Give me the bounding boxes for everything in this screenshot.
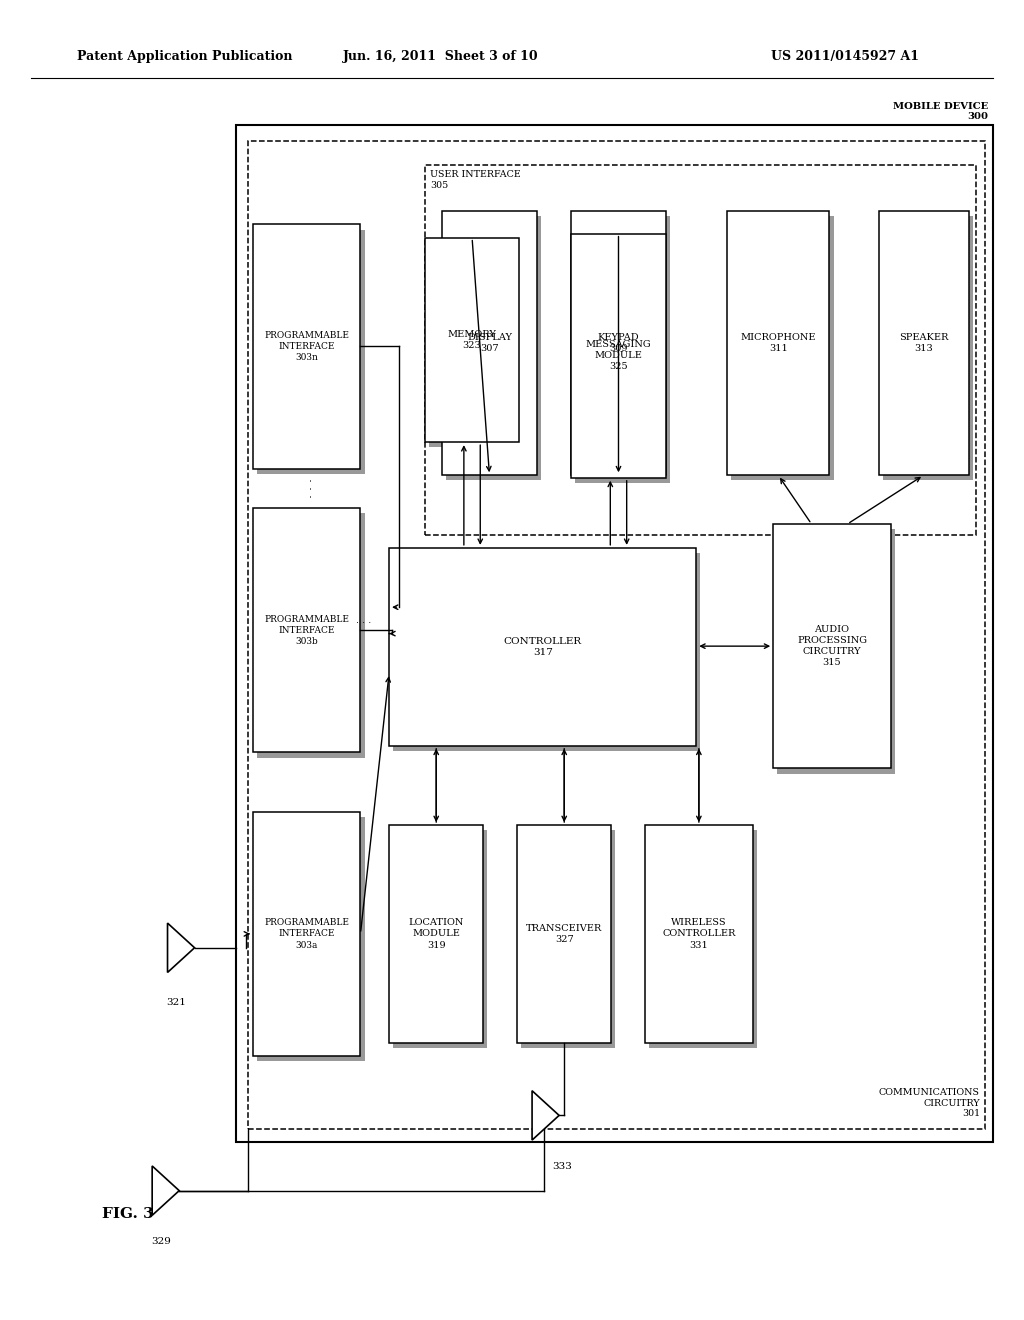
Text: WIRELESS
CONTROLLER
331: WIRELESS CONTROLLER 331 bbox=[663, 919, 735, 949]
Bar bbox=[389, 548, 696, 746]
Bar bbox=[883, 216, 973, 480]
Text: USER INTERFACE
305: USER INTERFACE 305 bbox=[430, 170, 521, 190]
Bar bbox=[575, 239, 670, 483]
Bar bbox=[393, 830, 487, 1048]
Text: PROGRAMMABLE
INTERFACE
303b: PROGRAMMABLE INTERFACE 303b bbox=[264, 615, 349, 645]
Text: MOBILE DEVICE
300: MOBILE DEVICE 300 bbox=[893, 102, 988, 121]
Bar bbox=[253, 508, 360, 752]
Text: 329: 329 bbox=[151, 1237, 171, 1246]
Text: 321: 321 bbox=[166, 998, 186, 1007]
Bar bbox=[257, 513, 365, 758]
Bar bbox=[253, 812, 360, 1056]
Text: Jun. 16, 2011  Sheet 3 of 10: Jun. 16, 2011 Sheet 3 of 10 bbox=[342, 50, 539, 63]
Bar bbox=[257, 230, 365, 474]
Text: MESSAGING
MODULE
325: MESSAGING MODULE 325 bbox=[586, 341, 651, 371]
Bar bbox=[727, 211, 829, 475]
Polygon shape bbox=[168, 923, 195, 973]
Text: Patent Application Publication: Patent Application Publication bbox=[77, 50, 292, 63]
Text: KEYPAD
309: KEYPAD 309 bbox=[598, 333, 639, 354]
Bar bbox=[425, 238, 519, 442]
Text: US 2011/0145927 A1: US 2011/0145927 A1 bbox=[771, 50, 919, 63]
Text: LOCATION
MODULE
319: LOCATION MODULE 319 bbox=[409, 919, 464, 949]
Bar bbox=[253, 224, 360, 469]
Bar bbox=[571, 234, 666, 478]
Bar bbox=[731, 216, 834, 480]
Text: . . .: . . . bbox=[302, 478, 315, 499]
Bar bbox=[575, 216, 670, 480]
Text: CONTROLLER
317: CONTROLLER 317 bbox=[504, 636, 582, 657]
Bar bbox=[879, 211, 969, 475]
Polygon shape bbox=[532, 1090, 559, 1140]
Text: COMMUNICATIONS
CIRCUITRY
301: COMMUNICATIONS CIRCUITRY 301 bbox=[879, 1088, 980, 1118]
Bar bbox=[236, 125, 993, 1142]
Text: AUDIO
PROCESSING
CIRCUITRY
315: AUDIO PROCESSING CIRCUITRY 315 bbox=[797, 624, 867, 668]
Text: MEMORY
323: MEMORY 323 bbox=[447, 330, 497, 350]
Text: TRANSCEIVER
327: TRANSCEIVER 327 bbox=[526, 924, 602, 944]
Bar bbox=[442, 211, 537, 475]
Bar bbox=[649, 830, 757, 1048]
Bar bbox=[393, 553, 700, 751]
Text: PROGRAMMABLE
INTERFACE
303a: PROGRAMMABLE INTERFACE 303a bbox=[264, 919, 349, 949]
Bar bbox=[257, 817, 365, 1061]
Bar bbox=[248, 141, 985, 1129]
Text: PROGRAMMABLE
INTERFACE
303n: PROGRAMMABLE INTERFACE 303n bbox=[264, 331, 349, 362]
Bar bbox=[425, 165, 976, 535]
Text: 333: 333 bbox=[552, 1162, 572, 1171]
Bar bbox=[446, 216, 541, 480]
Bar bbox=[429, 243, 523, 447]
Text: DISPLAY
307: DISPLAY 307 bbox=[467, 333, 512, 354]
Bar bbox=[777, 529, 895, 774]
Bar bbox=[521, 830, 615, 1048]
Polygon shape bbox=[153, 1166, 179, 1216]
Text: FIG. 3: FIG. 3 bbox=[102, 1208, 155, 1221]
Text: MICROPHONE
311: MICROPHONE 311 bbox=[740, 333, 816, 354]
Bar bbox=[571, 211, 666, 475]
Bar bbox=[645, 825, 753, 1043]
Bar bbox=[517, 825, 611, 1043]
Text: . . .: . . . bbox=[356, 615, 371, 626]
Text: SPEAKER
313: SPEAKER 313 bbox=[899, 333, 948, 354]
Bar bbox=[773, 524, 891, 768]
Bar bbox=[389, 825, 483, 1043]
